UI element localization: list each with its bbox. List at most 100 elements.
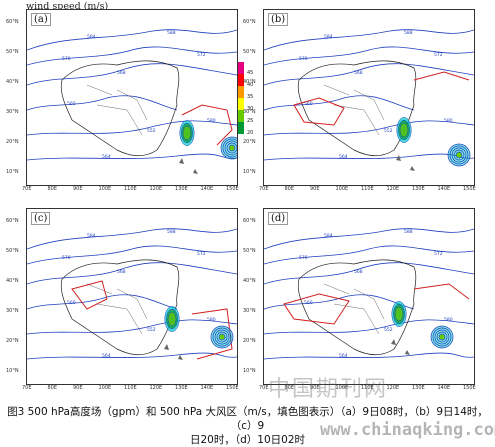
height-contour-3 bbox=[264, 63, 474, 86]
lon-tick-label: 80E bbox=[284, 385, 295, 391]
height-contour-5 bbox=[264, 319, 474, 335]
contour-label: 580 bbox=[444, 317, 453, 323]
colorbar-segment bbox=[238, 74, 244, 86]
colorbar-segment bbox=[238, 98, 244, 110]
height-contour-3 bbox=[264, 262, 474, 285]
province-boundary bbox=[86, 283, 148, 335]
caption-line-1: 图3 500 hPa高度场（gpm）和 500 hPa 大风区（m/s，填色图表… bbox=[7, 406, 488, 432]
province-boundary bbox=[323, 84, 385, 136]
red-588-contour bbox=[283, 293, 350, 325]
panel-label-a: (a) bbox=[31, 13, 51, 26]
colorbar-tick-label: 35 bbox=[247, 94, 254, 100]
lon-tick-label: 100E bbox=[98, 385, 112, 391]
lat-tick-label: 20°N bbox=[243, 338, 256, 344]
lat-tick-label: 50°N bbox=[243, 248, 256, 254]
typhoon-ring bbox=[455, 151, 463, 159]
lat-tick-label: 10°N bbox=[243, 368, 256, 374]
height-contour-2 bbox=[264, 46, 474, 66]
typhoon-ring bbox=[432, 327, 452, 347]
contour-label: 576 bbox=[62, 255, 71, 261]
map-canvas-a: 584 588 576 572 568 560 552 564 580 bbox=[27, 29, 237, 174]
colorbar: 45 40 35 30 25 20 bbox=[238, 62, 253, 136]
contour-label: 584 bbox=[324, 233, 333, 239]
contour-label: 580 bbox=[444, 118, 453, 124]
lon-tick-label: 120E bbox=[149, 385, 163, 391]
typhoon-ring bbox=[451, 147, 467, 163]
panel-label-c: (c) bbox=[31, 212, 51, 225]
lat-tick-label: 30°N bbox=[6, 308, 19, 314]
lon-tick-label: 120E bbox=[149, 186, 163, 192]
typhoon-ring bbox=[436, 331, 448, 343]
wind-shading bbox=[167, 311, 177, 327]
colorbar-segment bbox=[238, 110, 244, 122]
lat-tick-label: 30°N bbox=[6, 109, 19, 115]
province-boundary bbox=[323, 283, 385, 335]
lat-tick-label: 50°N bbox=[243, 49, 256, 55]
lon-tick-label: 150E bbox=[463, 186, 476, 192]
lat-tick-label: 20°N bbox=[243, 139, 256, 145]
red-588-contour bbox=[293, 97, 345, 126]
panel-label-d: (d) bbox=[268, 212, 289, 225]
lon-tick-label: 90E bbox=[310, 385, 320, 391]
lon-tick-label: 110E bbox=[124, 385, 137, 391]
contour-label: 588 bbox=[167, 30, 176, 36]
lon-tick-label: 70E bbox=[259, 186, 269, 192]
red-588-contour-east bbox=[413, 283, 470, 300]
lat-tick-label: 60°N bbox=[6, 218, 19, 224]
island-shape bbox=[396, 155, 415, 171]
height-contour-5 bbox=[264, 120, 474, 136]
map-panel-c: 584 588 576 572 568 560 552 564 580 (c) bbox=[26, 208, 238, 385]
lon-tick-label: 80E bbox=[284, 186, 295, 192]
lat-tick-label: 40°N bbox=[243, 278, 256, 284]
island-shape bbox=[391, 339, 410, 355]
height-contour-2 bbox=[264, 245, 474, 265]
contour-label: 564 bbox=[339, 154, 348, 160]
lon-tick-label: 70E bbox=[22, 385, 32, 391]
contour-label: 576 bbox=[299, 56, 308, 62]
contour-label: 584 bbox=[324, 34, 333, 40]
colorbar-segment bbox=[238, 62, 244, 74]
height-contour-2 bbox=[27, 46, 237, 66]
lat-tick-label: 60°N bbox=[243, 218, 256, 224]
lon-tick-label: 90E bbox=[73, 385, 83, 391]
map-panel-b: 584 588 576 572 568 560 552 564 580 (b) bbox=[263, 9, 475, 186]
lat-tick-label: 60°N bbox=[6, 19, 19, 25]
contour-label: 576 bbox=[62, 56, 71, 62]
lon-tick-label: 110E bbox=[361, 186, 374, 192]
chart-title: wind speed (m/s) bbox=[26, 1, 109, 12]
lat-tick-label: 50°N bbox=[6, 49, 19, 55]
typhoon-ring bbox=[438, 333, 446, 341]
contour-label: 560 bbox=[67, 300, 76, 306]
height-contour-5 bbox=[27, 120, 237, 136]
contour-label: 588 bbox=[404, 229, 413, 235]
height-contour-6 bbox=[27, 352, 237, 360]
typhoon-core bbox=[229, 145, 235, 151]
lat-tick-label: 50°N bbox=[6, 248, 19, 254]
height-contour-2 bbox=[27, 245, 237, 265]
red-588-contour-east bbox=[181, 104, 233, 146]
lon-tick-label: 150E bbox=[463, 385, 476, 391]
lon-tick-label: 140E bbox=[437, 385, 451, 391]
contour-label: 572 bbox=[434, 52, 443, 58]
typhoon-ring bbox=[224, 140, 237, 156]
contour-label: 552 bbox=[147, 327, 156, 333]
contour-label: 564 bbox=[102, 154, 111, 160]
lon-tick-label: 110E bbox=[124, 186, 137, 192]
height-contour-6 bbox=[264, 352, 474, 360]
contour-label: 564 bbox=[339, 353, 348, 359]
lat-tick-label: 20°N bbox=[6, 139, 19, 145]
lat-tick-label: 20°N bbox=[6, 338, 19, 344]
province-boundary bbox=[86, 84, 148, 136]
colorbar-tick-label: 30 bbox=[247, 106, 254, 112]
lon-tick-label: 100E bbox=[335, 385, 349, 391]
typhoon-ring bbox=[214, 329, 230, 345]
watermark-url: www.chinaqking.com bbox=[320, 420, 495, 440]
lon-tick-label: 70E bbox=[259, 385, 269, 391]
lat-tick-label: 40°N bbox=[6, 278, 19, 284]
contour-label: 572 bbox=[434, 251, 443, 257]
wind-shading bbox=[182, 125, 192, 141]
lon-tick-label: 100E bbox=[335, 186, 349, 192]
lon-tick-label: 140E bbox=[437, 186, 451, 192]
colorbar-tick-label: 45 bbox=[247, 70, 254, 76]
height-contour-3 bbox=[27, 262, 237, 285]
